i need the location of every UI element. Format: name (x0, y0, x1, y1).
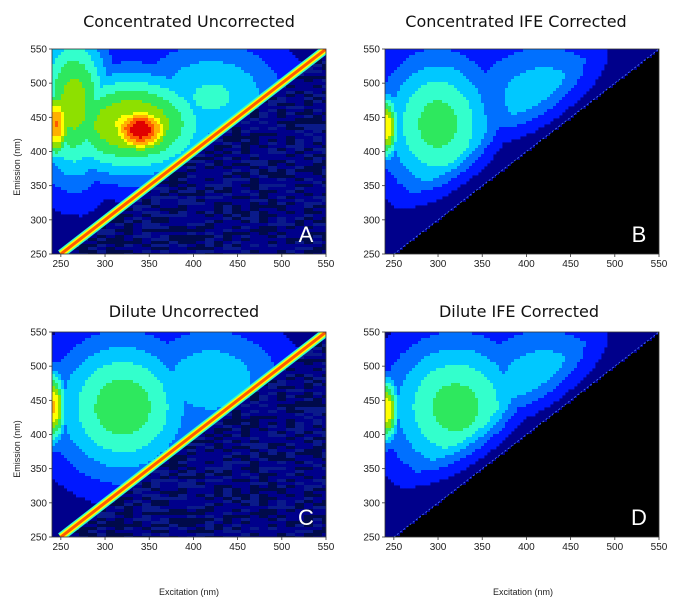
panel-b-y-tick-label: 400 (363, 147, 380, 158)
panel-b-y-tick-label: 250 (363, 250, 380, 261)
panel-a-letter: A (299, 222, 314, 247)
panel-a-y-tick-label: 550 (30, 45, 47, 56)
panel-a-y-tick-label: 400 (30, 147, 47, 158)
panel-b: Concentrated IFE Corrected 250 300 350 400 4… (363, 12, 667, 270)
panel-c: Dilute Uncorrected 250 300 350 400 450 500 550… (12, 302, 335, 597)
panel-d-letter: D (631, 505, 647, 530)
panel-c-y-tick-label: 300 (30, 498, 47, 509)
panel-b-x-tick-label: 350 (474, 259, 491, 270)
panel-d-xlabel: Excitation (nm) (493, 587, 553, 597)
panel-a-y-tick-label: 250 (30, 250, 47, 261)
panel-d-x-tick-label: 550 (651, 542, 668, 553)
panel-a-y-tick-label: 350 (30, 181, 47, 192)
panel-c-ylabel: Emission (nm) (12, 420, 22, 478)
panel-d-y-tick-label: 500 (363, 362, 380, 373)
panel-c-scatter-band-2 (59, 332, 326, 537)
panel-b-heatmap (385, 49, 659, 254)
panel-a: Concentrated Uncorrected 250 300 350 400 450… (12, 12, 335, 270)
panel-b-x-tick-label: 250 (385, 259, 402, 270)
panel-c-x-tick-label: 250 (52, 542, 69, 553)
panel-d-x-tick-label: 250 (385, 542, 402, 553)
panel-a-x-tick-label: 300 (97, 259, 114, 270)
panel-c-x-tick-label: 500 (273, 542, 290, 553)
panel-c-xlabel: Excitation (nm) (159, 587, 219, 597)
panel-d-x-tick-label: 450 (562, 542, 579, 553)
panel-d: Dilute IFE Corrected 250 300 350 400 450 500 5… (363, 302, 667, 597)
panel-c-x-tick-label: 300 (97, 542, 114, 553)
panel-a-x-tick-label: 450 (229, 259, 246, 270)
panel-d-x-tick-label: 300 (430, 542, 447, 553)
panel-d-plot: 250 300 350 400 450 500 550 250 300 350 400 450 500 5… (363, 328, 667, 554)
panel-b-y-tick-label: 550 (363, 45, 380, 56)
panel-b-y-tick-label: 450 (363, 113, 380, 124)
panel-a-heatmap (52, 49, 326, 254)
panel-a-title: Concentrated Uncorrected (83, 12, 295, 31)
panel-b-plot: 250 300 350 400 450 500 550 250 300 350 400 450 500 5… (363, 45, 667, 271)
panel-a-y-tick-label: 300 (30, 215, 47, 226)
panel-a-plot: 250 300 350 400 450 500 550 250 300 350 400 450 500 5… (30, 45, 334, 271)
panel-a-x-tick-label: 350 (141, 259, 158, 270)
panel-a-x-tick-label: 250 (52, 259, 69, 270)
panel-c-y-tick-label: 350 (30, 464, 47, 475)
panel-c-letter: C (298, 505, 314, 530)
panel-b-y-tick-label: 500 (363, 79, 380, 90)
panel-b-y-tick-label: 300 (363, 215, 380, 226)
panel-d-title: Dilute IFE Corrected (439, 302, 599, 321)
panel-d-y-tick-label: 550 (363, 328, 380, 339)
panel-a-ylabel: Emission (nm) (12, 138, 22, 196)
panel-c-y-tick-label: 250 (30, 533, 47, 544)
panel-c-x-tick-label: 350 (141, 542, 158, 553)
panel-d-x-tick-label: 400 (518, 542, 535, 553)
panel-d-x-tick-label: 500 (606, 542, 623, 553)
panel-d-y-tick-label: 450 (363, 396, 380, 407)
panel-a-y-tick-label: 450 (30, 113, 47, 124)
panel-a-x-tick-label: 500 (273, 259, 290, 270)
panel-c-y-tick-label: 500 (30, 362, 47, 373)
panel-b-y-tick-label: 350 (363, 181, 380, 192)
panel-b-letter: B (632, 222, 647, 247)
panel-d-y-tick-label: 300 (363, 498, 380, 509)
panel-c-plot: 250 300 350 400 450 500 550 250 300 350 400 450 500 5… (30, 328, 334, 554)
panel-a-y-tick-label: 500 (30, 79, 47, 90)
panel-c-heatmap (52, 332, 326, 537)
panel-c-x-tick-label: 450 (229, 542, 246, 553)
panel-d-y-tick-label: 400 (363, 430, 380, 441)
panel-c-title: Dilute Uncorrected (109, 302, 259, 321)
panel-c-y-tick-label: 450 (30, 396, 47, 407)
panel-b-x-tick-label: 400 (518, 259, 535, 270)
panel-d-heatmap (385, 332, 659, 537)
panel-c-x-tick-label: 400 (185, 542, 202, 553)
panel-b-x-tick-label: 450 (562, 259, 579, 270)
panel-a-scatter-band-2 (59, 49, 326, 254)
panel-b-x-tick-label: 550 (651, 259, 668, 270)
panel-d-y-tick-label: 350 (363, 464, 380, 475)
panel-a-x-tick-label: 400 (185, 259, 202, 270)
panel-c-y-tick-label: 400 (30, 430, 47, 441)
panel-b-title: Concentrated IFE Corrected (405, 12, 626, 31)
panel-a-x-tick-label: 550 (318, 259, 335, 270)
panel-b-x-tick-label: 500 (606, 259, 623, 270)
panel-c-x-tick-label: 550 (318, 542, 335, 553)
panel-c-y-tick-label: 550 (30, 328, 47, 339)
panel-d-y-tick-label: 250 (363, 533, 380, 544)
panel-d-x-tick-label: 350 (474, 542, 491, 553)
panel-b-x-tick-label: 300 (430, 259, 447, 270)
